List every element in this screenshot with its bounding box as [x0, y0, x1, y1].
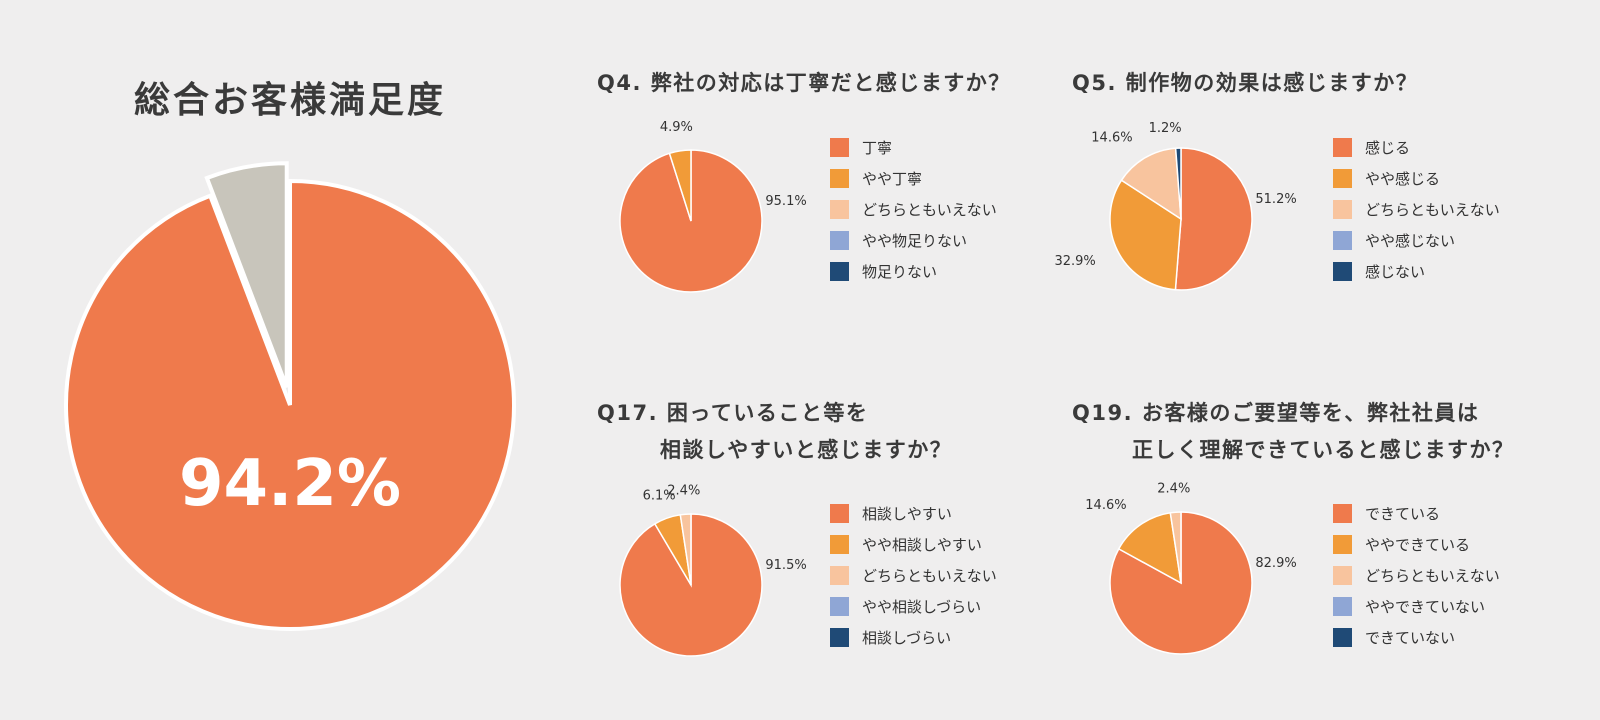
- legend-label: やや相談しやすい: [862, 536, 982, 554]
- legend-swatch: [1333, 535, 1352, 554]
- legend-swatch: [1333, 262, 1352, 281]
- slice-value-label: 51.2%: [1255, 192, 1296, 207]
- legend-label: やや感じない: [1365, 232, 1455, 250]
- slice-value-label: 32.9%: [1054, 254, 1095, 269]
- legend-label: できている: [1365, 505, 1440, 523]
- pie-slice-3: [1120, 147, 1182, 221]
- legend-swatch: [830, 566, 849, 585]
- legend-label: やや物足りない: [862, 232, 967, 250]
- legend-label: やや丁寧: [862, 170, 922, 188]
- legend-label: やや相談しづらい: [862, 598, 981, 616]
- legend-swatch: [830, 535, 849, 554]
- overall-title: 総合お客様満足度: [134, 80, 446, 121]
- legend-swatch: [1333, 597, 1352, 616]
- overall-percentage-label: 94.2%: [179, 447, 401, 521]
- slice-value-label: 2.4%: [1157, 481, 1190, 496]
- legend-swatch: [830, 262, 849, 281]
- legend-label: どちらともいえない: [1365, 201, 1500, 219]
- overall-slice-satisfied: [64, 178, 516, 631]
- pie-slice-3: [679, 513, 692, 586]
- question-chart-2: Q5. 制作物の効果は感じますか？ 51.2% 32.9% 14.6% 1.2% 感じるや…: [1054, 71, 1500, 291]
- slice-value-label: 1.2%: [1149, 121, 1182, 136]
- pie-slice-1: [1174, 147, 1253, 291]
- legend-swatch: [1333, 138, 1352, 157]
- slice-value-label: 91.5%: [765, 558, 806, 573]
- legend-swatch: [830, 200, 849, 219]
- legend-swatch: [830, 628, 849, 647]
- legend-label: ややできている: [1365, 536, 1470, 554]
- legend-label: 物足りない: [862, 263, 937, 281]
- question-chart-1: Q4. 弊社の対応は丁寧だと感じますか？ 95.1% 4.9% 丁寧やや丁寧どちらとも…: [597, 71, 1011, 293]
- legend-label: 感じない: [1365, 263, 1425, 281]
- legend-swatch: [1333, 504, 1352, 523]
- legend-label: どちらともいえない: [1365, 567, 1500, 585]
- slice-value-label: 6.1%: [643, 489, 676, 504]
- question-title-line-1: Q19. お客様のご要望等を、弊社社員は: [1072, 401, 1479, 425]
- overall-satisfaction-chart: 総合お客様満足度 94.2%: [64, 80, 516, 631]
- legend-swatch: [1333, 628, 1352, 647]
- legend-label: 丁寧: [862, 139, 892, 157]
- legend-label: やや感じる: [1365, 170, 1440, 188]
- slice-value-label: 2.4%: [667, 483, 700, 498]
- legend-label: ややできていない: [1365, 598, 1485, 616]
- legend-label: 相談しづらい: [862, 629, 951, 647]
- slice-value-label: 14.6%: [1085, 498, 1126, 513]
- legend-swatch: [1333, 169, 1352, 188]
- legend-swatch: [830, 169, 849, 188]
- legend-label: 相談しやすい: [862, 505, 952, 523]
- legend-label: 感じる: [1365, 139, 1410, 157]
- pie-slice-2: [1117, 511, 1182, 585]
- legend-swatch: [1333, 231, 1352, 250]
- slice-value-label: 82.9%: [1255, 556, 1296, 571]
- legend-swatch: [830, 138, 849, 157]
- legend-swatch: [830, 597, 849, 616]
- slice-value-label: 4.9%: [660, 120, 693, 135]
- legend-label: どちらともいえない: [862, 567, 997, 585]
- question-title-line-1: Q17. 困っていること等を: [597, 401, 868, 425]
- question-title-line-2: 正しく理解できていると感じますか？: [1132, 438, 1515, 462]
- legend-label: どちらともいえない: [862, 201, 997, 219]
- legend-swatch: [1333, 566, 1352, 585]
- slice-value-label: 14.6%: [1091, 130, 1132, 145]
- question-title: Q4. 弊社の対応は丁寧だと感じますか？: [597, 71, 1011, 95]
- question-title-line-2: 相談しやすいと感じますか？: [660, 438, 952, 462]
- slice-value-label: 95.1%: [765, 194, 806, 209]
- legend-swatch: [1333, 200, 1352, 219]
- overall-slice-other: [204, 161, 289, 389]
- pie-slice-2: [668, 149, 692, 222]
- question-title: Q5. 制作物の効果は感じますか？: [1072, 71, 1418, 95]
- legend-swatch: [830, 504, 849, 523]
- legend-label: できていない: [1365, 629, 1455, 647]
- pie-slice-5: [1174, 147, 1182, 220]
- legend-swatch: [830, 231, 849, 250]
- pie-slice-3: [1169, 511, 1182, 584]
